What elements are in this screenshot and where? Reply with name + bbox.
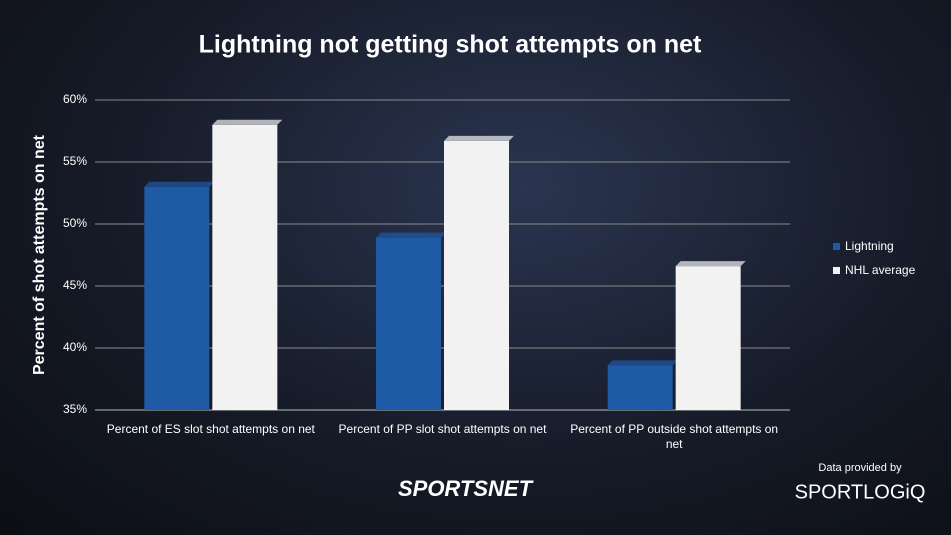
bar-top bbox=[444, 135, 514, 141]
bar-top bbox=[212, 119, 283, 125]
y-tick-label: 35% bbox=[63, 402, 87, 416]
source-note: Data provided by bbox=[818, 462, 902, 474]
y-tick-label: 50% bbox=[63, 216, 87, 230]
legend-label: NHL average bbox=[845, 263, 916, 277]
sportlogiq-logo: SPORTLOGiQ bbox=[795, 481, 926, 503]
bar-top bbox=[376, 232, 446, 238]
chart-title: Lightning not getting shot attempts on n… bbox=[199, 31, 702, 59]
y-axis-label: Percent of shot attempts on net bbox=[31, 134, 48, 375]
bar-top bbox=[675, 261, 746, 267]
bar bbox=[444, 140, 509, 411]
y-tick-label: 55% bbox=[63, 154, 87, 168]
legend-label: Lightning bbox=[845, 239, 894, 253]
bar bbox=[212, 124, 278, 411]
bar bbox=[144, 186, 210, 410]
bar-top bbox=[607, 360, 678, 366]
bar-top bbox=[144, 181, 215, 187]
legend-swatch bbox=[833, 243, 840, 250]
y-tick-label: 60% bbox=[63, 92, 87, 106]
x-tick-label: Percent of PP slot shot attempts on net bbox=[338, 422, 547, 436]
y-tick-label: 40% bbox=[63, 340, 87, 354]
bar bbox=[675, 266, 741, 410]
bar bbox=[376, 237, 441, 410]
sportsnet-logo: SPORTSNET bbox=[398, 476, 534, 501]
legend-swatch bbox=[833, 267, 840, 274]
x-tick-label: Percent of PP outside shot attempts on n… bbox=[570, 422, 779, 451]
y-tick-label: 45% bbox=[63, 278, 87, 292]
bar bbox=[607, 365, 673, 410]
x-tick-label: Percent of ES slot shot attempts on net bbox=[106, 422, 315, 436]
